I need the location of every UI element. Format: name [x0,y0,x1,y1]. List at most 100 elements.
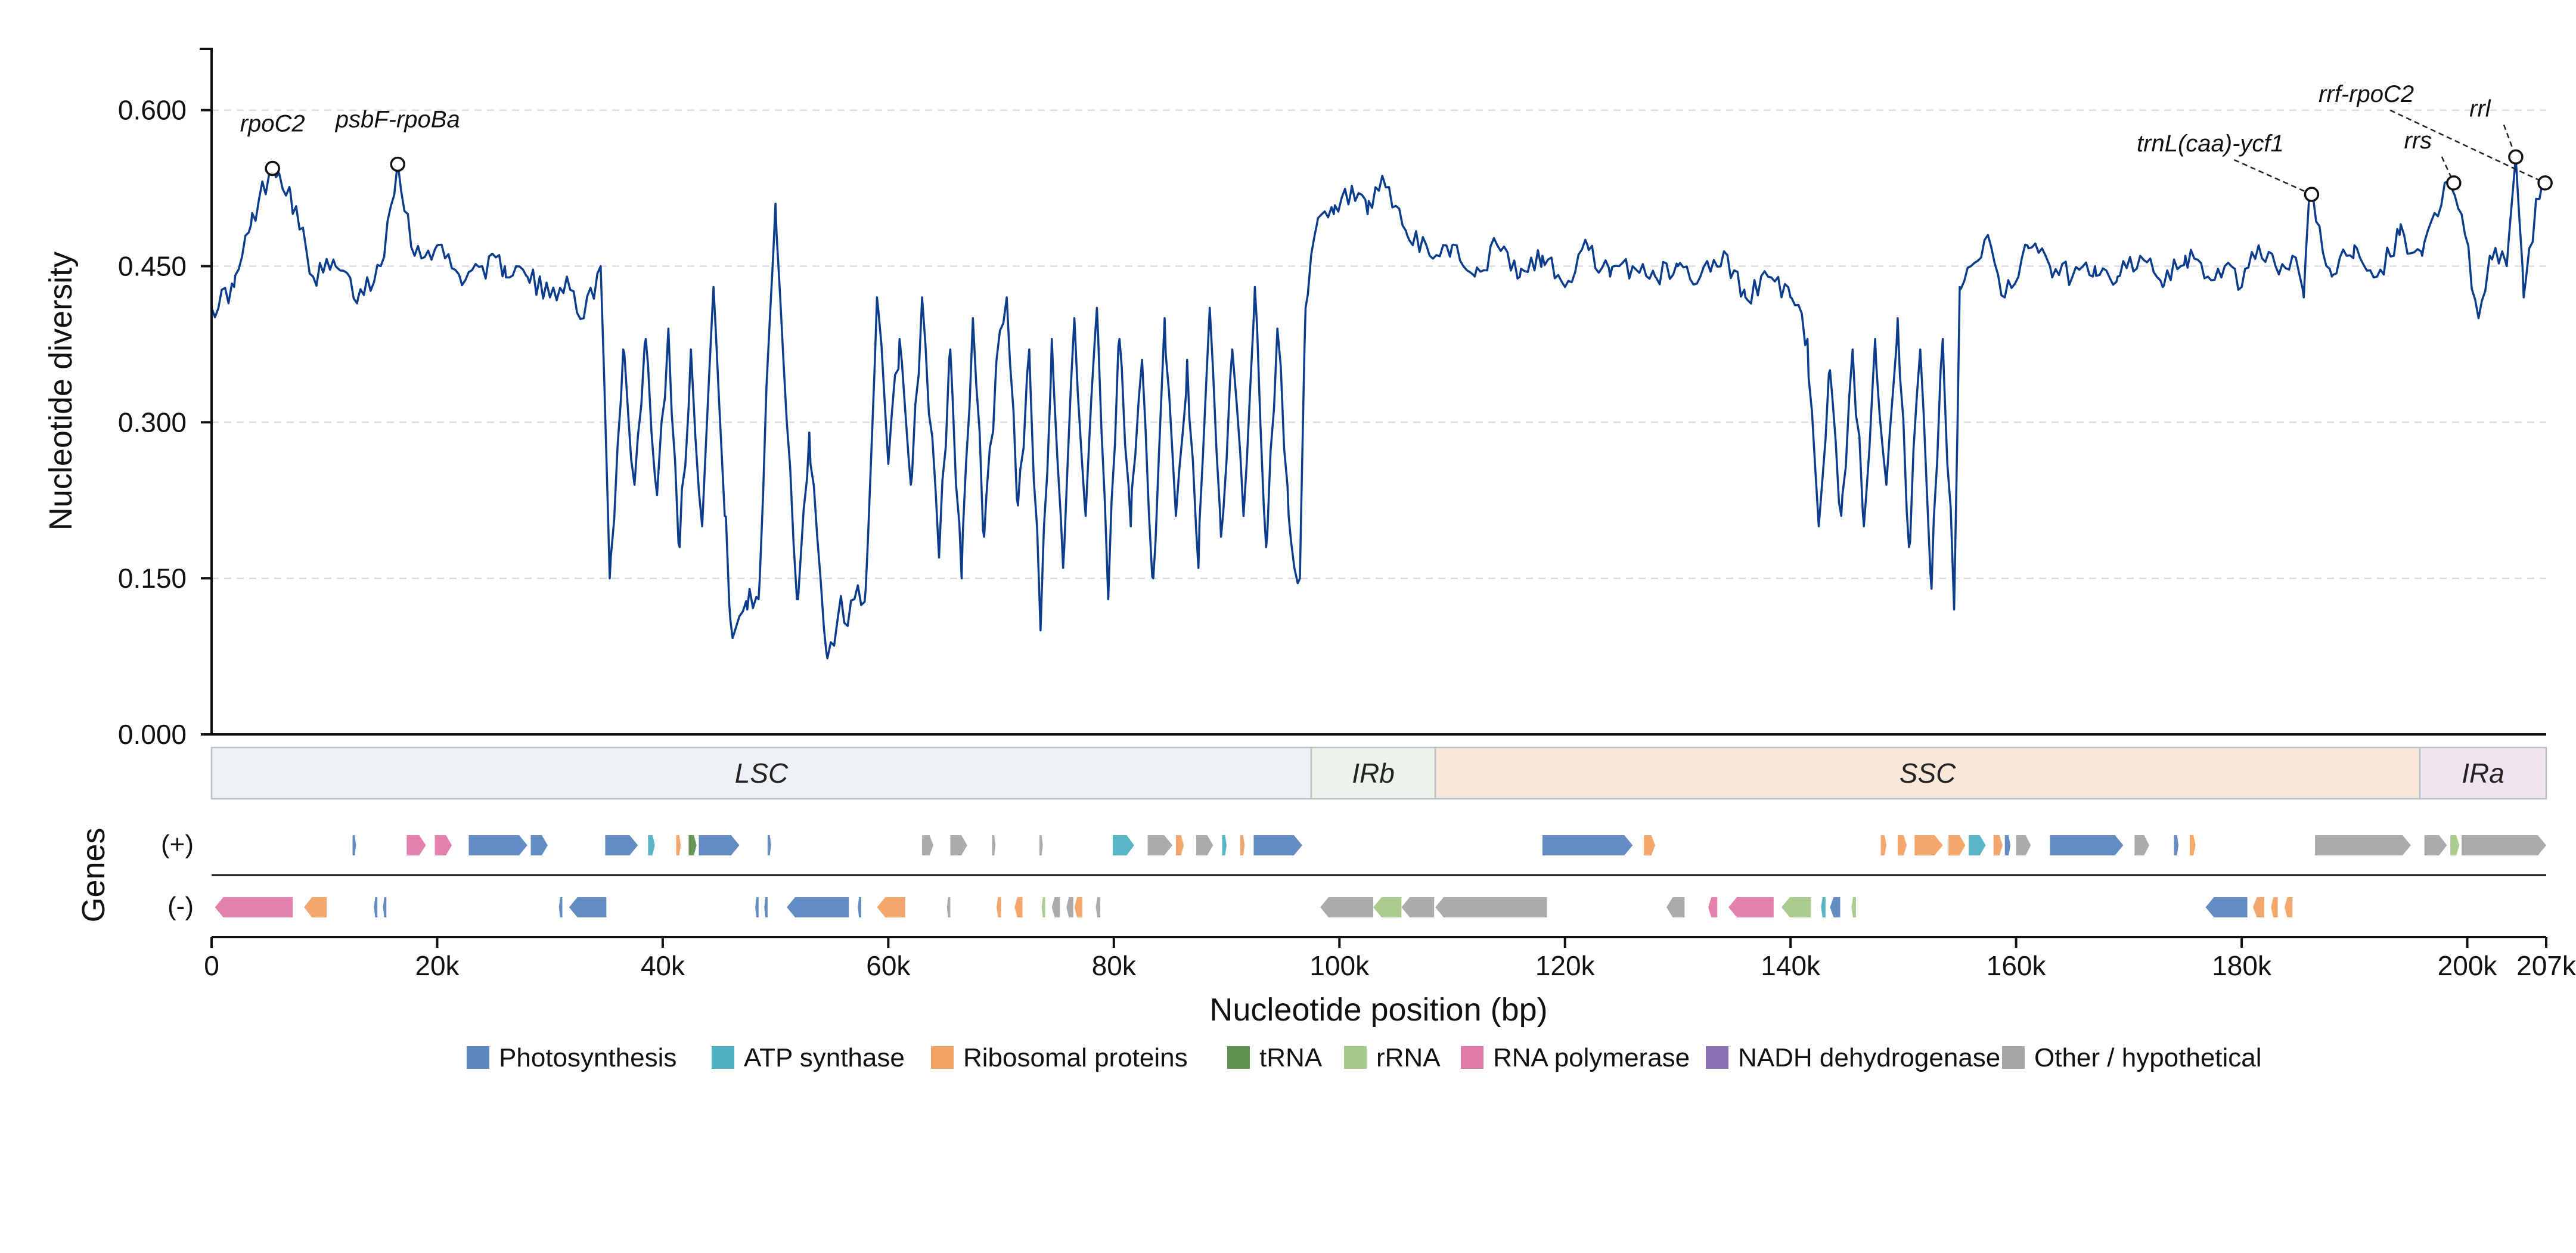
peak-label: rpoC2 [240,110,305,137]
y-tick-label: 0.600 [118,95,187,126]
legend-label: rRNA [1376,1043,1441,1072]
gene-feature [383,897,387,917]
region-label-lsc: LSC [735,758,789,789]
gene-feature [2253,897,2264,917]
gene-feature [2016,835,2031,855]
x-tick-label: 200k [2438,950,2498,981]
strand-label-minus: (-) [167,892,194,921]
peak-marker [2304,187,2320,202]
gene-feature [1542,835,1633,855]
gene-feature [1666,897,1685,917]
gene-feature [2271,897,2278,917]
gene-feature [352,835,356,855]
gene-feature [1435,897,1547,917]
gene-feature [1112,835,1134,855]
gene-feature [1782,897,1811,917]
gene-feature [922,835,934,855]
gene-feature [406,835,426,855]
gene-feature [1039,835,1043,855]
peak-marker [2537,175,2553,191]
region-label-ira: IRa [2462,758,2504,789]
gene-feature [1969,835,1986,855]
x-tick-label: 160k [1987,950,2047,981]
gene-feature [530,835,548,855]
y-tick-label: 0.000 [118,719,187,750]
gene-feature [2174,835,2179,855]
gene-feature [569,897,607,917]
x-tick-label: 120k [1535,950,1596,981]
gene-feature [1993,835,2003,855]
region-block-ssc [1434,746,2421,800]
legend: Photosynthesis ATP synthase Ribosomal prot… [467,1043,2262,1072]
gene-feature [558,897,563,917]
gene-feature [2462,835,2546,855]
gene-feature [1051,897,1060,917]
gene-feature [2284,897,2293,917]
gene-feature [2134,835,2149,855]
diversity-line-series [210,156,2547,660]
region-block-ira [2419,746,2547,800]
gene-tracks [215,835,2546,917]
gene-feature [1074,897,1082,917]
gene-feature [858,897,861,917]
gene-feature [688,835,697,855]
gene-feature [2450,835,2460,855]
genome-region-bar: LSC IRb SSC IRa [210,746,2547,800]
gene-feature [992,835,996,855]
gene-feature [1175,835,1184,855]
legend-label: RNA polymerase [1493,1043,1690,1072]
legend-swatch [2002,1046,2025,1069]
legend-label: ATP synthase [744,1043,905,1072]
region-block-irb [1310,746,1436,800]
peak-leader-line [2389,109,2546,184]
gene-feature [2205,897,2248,917]
strand-label-plus: (+) [161,830,194,859]
gene-feature [1821,897,1826,917]
gene-feature [1948,835,1966,855]
peak-label: rrl [2469,95,2491,122]
gene-feature [1644,835,1656,855]
gene-feature [764,897,768,917]
gene-feature [1728,897,1774,917]
gene-feature [1851,897,1856,917]
legend-swatch [1706,1046,1728,1069]
gene-feature [755,897,759,917]
diversity-line [210,156,2547,660]
x-axis-title: Nucleotide position (bp) [1209,992,1547,1028]
legend-label: Photosynthesis [499,1043,676,1072]
x-tick-label: 60k [866,950,911,981]
peak-label: psbF-rpoBa [335,106,460,132]
gene-feature [1914,835,1943,855]
axes: Nucleotide diversity Genes (+) (-) Nucle… [43,48,2576,1028]
x-tick-label: 40k [641,950,685,981]
gene-feature [1830,897,1841,917]
gene-feature [1147,835,1173,855]
gene-feature [1222,835,1227,855]
gene-feature [304,897,327,917]
y-tick-label: 0.150 [118,563,187,594]
x-tick-label: 0 [204,950,219,981]
gene-feature [2004,835,2011,855]
gene-feature [1253,835,1302,855]
gene-feature [1095,897,1101,917]
gene-feature [767,835,771,855]
gene-feature [2050,835,2124,855]
x-tick-label: 180k [2212,950,2272,981]
gene-feature [468,835,527,855]
genes-axis-title: Genes [76,827,111,922]
gene-feature [787,897,849,917]
x-tick-label: 100k [1309,950,1370,981]
gene-feature [1401,897,1435,917]
gene-feature [1196,835,1213,855]
y-tick-label: 0.450 [118,251,187,282]
peak-leader-line [2233,159,2312,196]
peak-annotations: rpoC2 psbF-rpoBa trnL(caa)-ycf1 rrs rrf-rpoC… [240,81,2553,202]
gridlines [212,109,2546,579]
legend-swatch [1461,1046,1483,1069]
gene-feature [1014,897,1023,917]
gene-feature [946,897,951,917]
region-label-ssc: SSC [1900,758,1956,789]
gene-feature [676,835,681,855]
gene-feature [950,835,967,855]
legend-swatch [1344,1046,1367,1069]
